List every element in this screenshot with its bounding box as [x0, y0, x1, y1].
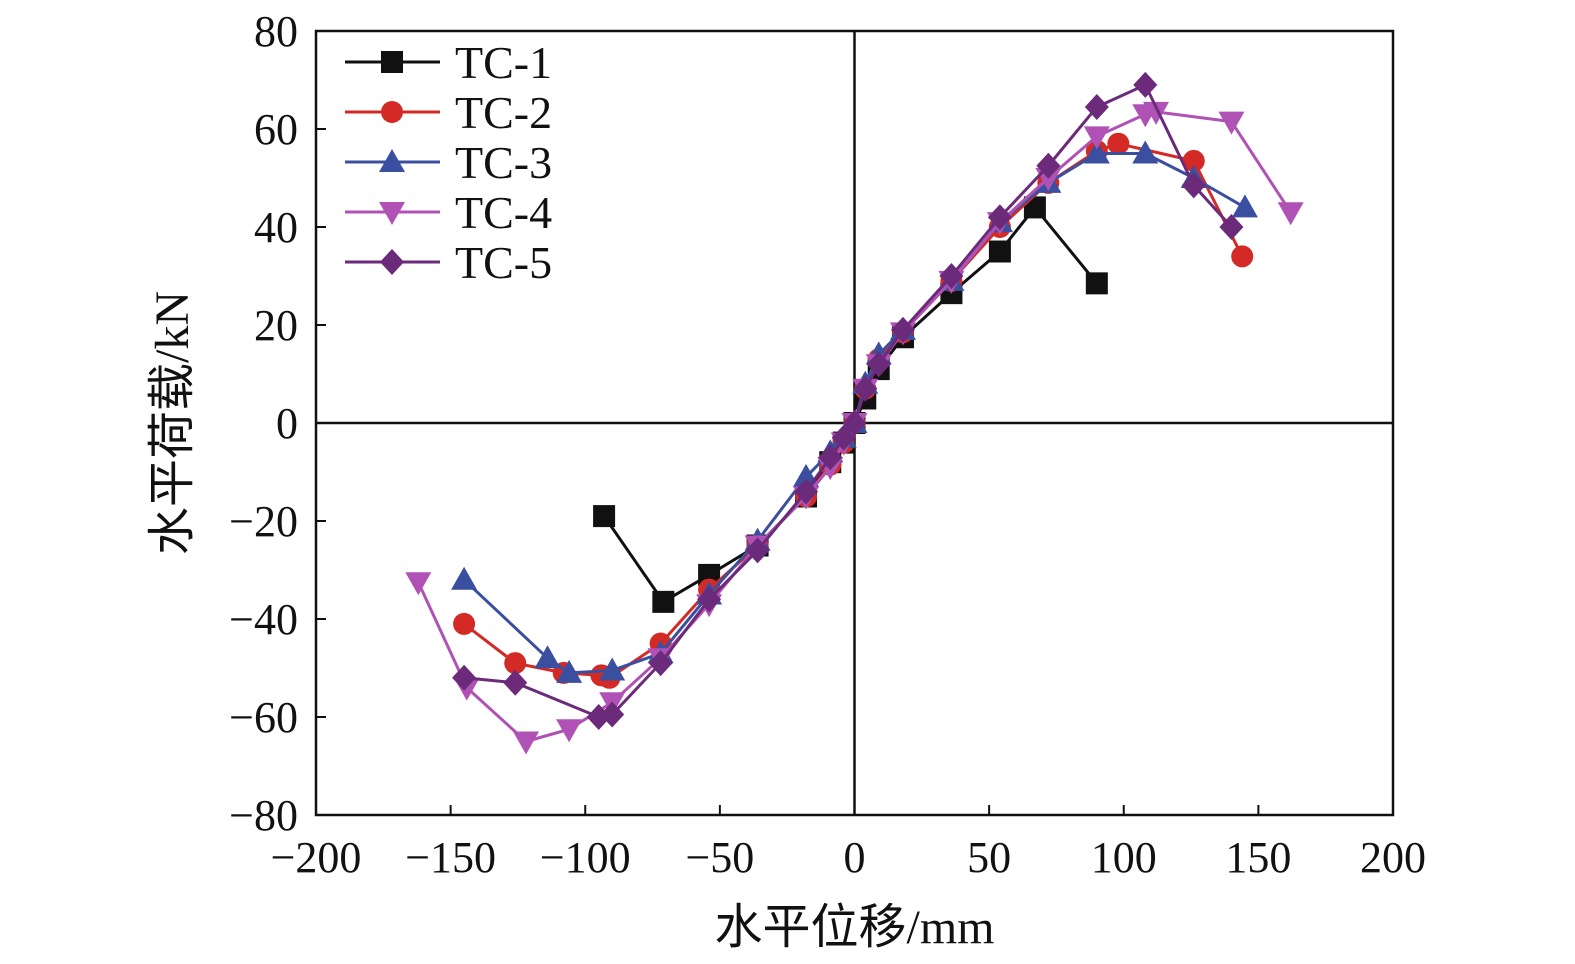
series-layer [405, 71, 1304, 755]
data-point [853, 375, 878, 402]
series-line [602, 205, 1098, 604]
data-point [503, 669, 528, 696]
legend-label: TC-3 [455, 137, 552, 188]
legend-marker [381, 51, 403, 73]
series-line [463, 83, 1233, 719]
legend-marker [379, 202, 405, 225]
x-ticks: −200 −150 −100 −50 0 50 100 150 200 [271, 805, 1426, 882]
y-tick-label: −40 [229, 595, 298, 644]
x-tick-label: 0 [844, 833, 866, 882]
data-point [405, 572, 432, 596]
data-point [1277, 202, 1304, 226]
data-point [1083, 126, 1110, 150]
data-point [1133, 71, 1158, 98]
data-point [648, 650, 673, 677]
x-axis-label: 水平位移/mm [714, 901, 994, 954]
x-tick-label: 150 [1225, 833, 1291, 882]
x-tick-label: −100 [540, 833, 631, 882]
data-point [599, 657, 626, 681]
y-ticks: −80 −60 −40 −20 0 20 40 60 80 [229, 7, 326, 840]
legend-label: TC-4 [455, 187, 552, 238]
y-tick-label: 40 [254, 203, 298, 252]
data-point [1218, 111, 1245, 135]
data-point [453, 612, 476, 635]
y-tick-label: −80 [229, 791, 298, 840]
x-tick-label: −50 [685, 833, 754, 882]
data-point [1085, 272, 1108, 295]
y-tick-label: 80 [254, 7, 298, 56]
data-point [1036, 152, 1061, 179]
legend-item: TC-5 [345, 237, 552, 288]
legend-item: TC-3 [345, 137, 552, 188]
data-point [988, 240, 1011, 263]
legend-marker [381, 101, 403, 123]
series-tc-2 [453, 132, 1254, 689]
legend-label: TC-5 [455, 237, 552, 288]
series-line [463, 142, 1244, 680]
x-tick-label: 50 [967, 833, 1011, 882]
data-point [939, 263, 964, 289]
data-point [745, 537, 770, 564]
legend-item: TC-1 [345, 37, 552, 88]
x-tick-label: 200 [1360, 833, 1426, 882]
y-axis-label: 水平荷载/kN [146, 291, 199, 555]
legend-label: TC-1 [455, 37, 552, 88]
legend-label: TC-2 [455, 87, 552, 138]
data-point [652, 590, 675, 613]
series-tc-1 [593, 196, 1108, 613]
y-tick-label: −60 [229, 693, 298, 742]
x-tick-label: −150 [405, 833, 496, 882]
data-point [842, 410, 867, 436]
data-point [794, 478, 819, 505]
data-point [1143, 101, 1170, 125]
data-point [1083, 140, 1110, 164]
data-point [818, 444, 843, 471]
data-point [987, 204, 1012, 231]
legend-marker [379, 149, 405, 172]
data-point [1219, 214, 1244, 240]
data-point [1107, 132, 1130, 155]
data-point [831, 424, 856, 451]
data-point [451, 566, 478, 590]
y-tick-label: −20 [229, 497, 298, 546]
data-point [890, 316, 915, 343]
y-tick-label: 0 [276, 399, 298, 448]
data-point [600, 701, 625, 728]
data-point [1231, 194, 1258, 218]
x-tick-label: 100 [1091, 833, 1157, 882]
legend-marker [380, 249, 404, 275]
data-point [556, 659, 583, 683]
data-point [866, 351, 891, 378]
series-tc-5 [452, 71, 1244, 730]
data-point [534, 645, 561, 669]
data-point [1132, 140, 1159, 164]
legend-item: TC-4 [345, 187, 552, 238]
legend: TC-1TC-2TC-3TC-4TC-5 [345, 37, 552, 288]
x-tick-label: −200 [271, 833, 362, 882]
data-point [556, 719, 583, 743]
data-point [1231, 245, 1254, 268]
data-point [504, 652, 527, 675]
data-point [452, 664, 477, 691]
data-point [1181, 172, 1206, 199]
data-point [593, 505, 616, 528]
y-tick-label: 20 [254, 301, 298, 350]
y-tick-label: 60 [254, 105, 298, 154]
data-point [1084, 93, 1109, 120]
legend-item: TC-2 [345, 87, 552, 138]
data-point [697, 586, 722, 613]
data-point [1182, 149, 1205, 172]
data-point [513, 731, 540, 755]
